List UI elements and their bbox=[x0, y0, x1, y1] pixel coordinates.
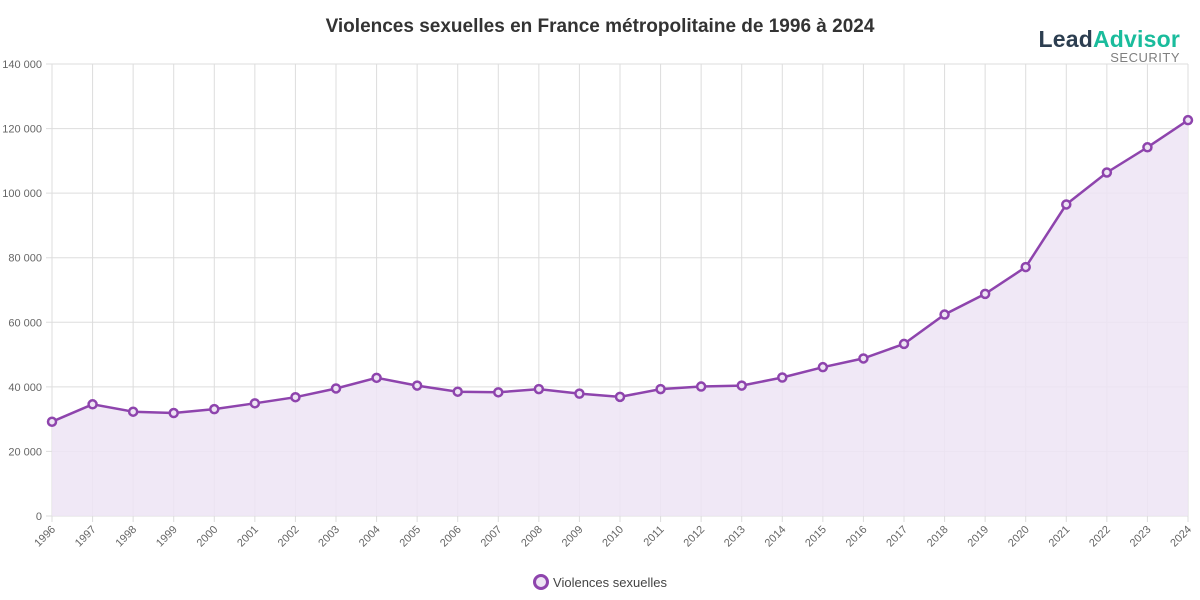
data-point[interactable] bbox=[1061, 199, 1072, 210]
chart-title: Violences sexuelles en France métropolit… bbox=[325, 16, 875, 37]
x-tick-label: 2009 bbox=[560, 524, 586, 550]
y-tick-label: 120 000 bbox=[2, 124, 42, 136]
data-point[interactable] bbox=[574, 388, 585, 399]
data-point[interactable] bbox=[695, 381, 707, 392]
x-tick-label: 2016 bbox=[844, 524, 870, 550]
x-tick-label: 2004 bbox=[357, 524, 383, 550]
x-tick-label: 2024 bbox=[1168, 524, 1194, 550]
data-point[interactable] bbox=[249, 398, 261, 409]
leadadvisor-logo: LeadAdvisor SECURITY bbox=[1038, 26, 1180, 64]
y-tick-label: 100 000 bbox=[2, 188, 42, 200]
x-tick-label: 2002 bbox=[276, 524, 302, 550]
data-point[interactable] bbox=[493, 387, 504, 398]
logo-advisor: Advisor bbox=[1092, 26, 1180, 52]
data-point[interactable] bbox=[655, 383, 666, 395]
data-point[interactable] bbox=[127, 406, 139, 417]
data-point[interactable] bbox=[817, 361, 829, 373]
data-point[interactable] bbox=[1101, 167, 1113, 178]
y-tick-label: 40 000 bbox=[8, 382, 42, 394]
data-point[interactable] bbox=[614, 391, 626, 403]
data-point[interactable] bbox=[736, 380, 747, 391]
data-point[interactable] bbox=[1142, 142, 1153, 153]
logo-lead: Lead bbox=[1038, 26, 1093, 52]
x-tick-label: 2018 bbox=[925, 524, 951, 550]
data-point[interactable] bbox=[939, 309, 950, 320]
x-axis: 1996 1997 1998 1999 2000 2001 2002 2003 2004 2005… bbox=[32, 524, 1194, 550]
data-point[interactable] bbox=[411, 380, 423, 391]
y-axis: 0 20 000 40 000 60 000 80 000 100 000 120 000 1… bbox=[2, 59, 42, 523]
y-tick-label: 140 000 bbox=[2, 59, 42, 71]
x-tick-label: 1998 bbox=[113, 524, 139, 550]
data-point[interactable] bbox=[979, 288, 991, 300]
x-tick-label: 2021 bbox=[1047, 524, 1073, 550]
data-points bbox=[46, 114, 1194, 427]
x-tick-label: 2013 bbox=[722, 524, 748, 550]
x-tick-label: 2005 bbox=[397, 524, 423, 550]
x-tick-label: 2008 bbox=[519, 524, 545, 550]
x-tick-label: 2000 bbox=[195, 524, 221, 550]
x-tick-label: 1997 bbox=[73, 524, 99, 550]
logo-subtitle: SECURITY bbox=[1110, 50, 1180, 65]
legend-label: Violences sexuelles bbox=[553, 574, 667, 590]
x-tick-label: 2007 bbox=[479, 524, 505, 550]
x-tick-label: 2014 bbox=[763, 524, 789, 550]
data-point[interactable] bbox=[858, 353, 869, 364]
x-tick-label: 2017 bbox=[884, 524, 910, 550]
data-point[interactable] bbox=[46, 416, 58, 427]
y-tick-label: 0 bbox=[36, 511, 42, 523]
data-point[interactable] bbox=[87, 399, 98, 410]
data-point[interactable] bbox=[1020, 261, 1031, 273]
x-tick-label: 2012 bbox=[681, 524, 707, 550]
data-point[interactable] bbox=[330, 383, 342, 394]
legend[interactable]: Violences sexuelles bbox=[0, 574, 1200, 590]
x-tick-label: 2010 bbox=[600, 524, 626, 550]
x-tick-label: 1999 bbox=[154, 524, 180, 550]
data-point[interactable] bbox=[533, 383, 545, 395]
logo-wordmark: LeadAdvisor bbox=[1038, 26, 1180, 52]
x-tick-label: 2006 bbox=[438, 524, 464, 550]
y-tick-label: 20 000 bbox=[8, 446, 42, 458]
x-tick-label: 2003 bbox=[316, 524, 342, 550]
data-point[interactable] bbox=[777, 372, 788, 383]
x-tick-label: 2015 bbox=[803, 524, 829, 550]
legend-circle-icon bbox=[533, 574, 550, 590]
data-point[interactable] bbox=[452, 386, 463, 397]
x-tick-label: 2011 bbox=[641, 524, 666, 549]
data-point[interactable] bbox=[168, 407, 179, 419]
y-tick-label: 60 000 bbox=[8, 317, 42, 329]
area-fill bbox=[52, 120, 1188, 516]
data-point[interactable] bbox=[209, 403, 220, 415]
x-tick-label: 2020 bbox=[1006, 524, 1032, 550]
x-tick-label: 2019 bbox=[965, 524, 991, 550]
data-point[interactable] bbox=[1182, 114, 1194, 126]
data-point[interactable] bbox=[371, 372, 382, 384]
x-tick-label: 1996 bbox=[32, 524, 58, 550]
data-point[interactable] bbox=[898, 338, 910, 350]
x-tick-label: 2023 bbox=[1128, 524, 1154, 550]
data-point[interactable] bbox=[290, 391, 301, 403]
y-tick-label: 80 000 bbox=[8, 253, 42, 265]
x-tick-label: 2022 bbox=[1087, 524, 1113, 550]
x-tick-label: 2001 bbox=[235, 524, 261, 550]
